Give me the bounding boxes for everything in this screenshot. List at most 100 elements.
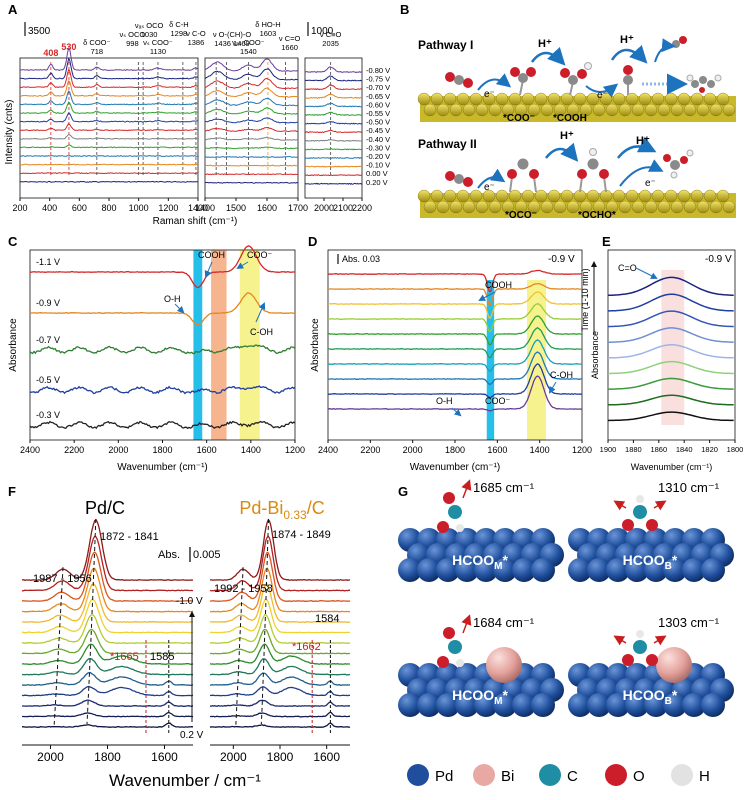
spectrum-line	[21, 518, 194, 581]
x-tick-label: 2000	[403, 445, 423, 455]
adsorbate-label-star: *	[502, 687, 508, 703]
x-axis-label: Raman shift (cm⁻¹)	[153, 216, 238, 227]
peak-range-label: 1987 - 1956	[33, 573, 92, 585]
pd-atom	[606, 693, 630, 717]
gold-atom	[501, 103, 515, 117]
gold-atom	[540, 200, 554, 214]
pd-atom	[436, 558, 460, 582]
peak-label: ν C=O	[279, 34, 301, 43]
gold-atom	[696, 200, 710, 214]
spectrum-line	[209, 699, 351, 708]
pd-atom	[625, 693, 649, 717]
x-tick-label: 1860	[650, 445, 667, 454]
spectrum-line	[21, 567, 194, 613]
proton-label: H⁺	[636, 135, 650, 147]
spectrum-line	[19, 155, 199, 157]
peak-value: 1386	[188, 38, 205, 47]
gold-atom	[488, 200, 502, 214]
chart-title-part: Pd-Bi	[239, 498, 283, 518]
pd-atom	[663, 558, 687, 582]
x-tick-label: 1600	[257, 203, 277, 213]
spectrum-line	[608, 327, 734, 343]
pd-atom	[531, 558, 555, 582]
product-molecule	[686, 74, 722, 93]
adsorbate-label-subscript: M	[494, 696, 502, 707]
spectrum-line	[204, 181, 299, 184]
gold-atom	[618, 200, 632, 214]
x-tick-label: 1200	[572, 445, 592, 455]
x-tick-label: 1400	[188, 203, 208, 213]
band-label: COO⁻	[247, 250, 273, 260]
spectrum-line	[209, 722, 351, 728]
potential-label: 0.20 V	[366, 178, 388, 187]
electron-label: e⁻	[484, 182, 495, 193]
spectrum-line	[19, 90, 199, 106]
panel-d: D 2400 2200 2000 1800 1600 1400 1200 Wavenumber…	[308, 234, 592, 473]
peak-range-label: 1992 - 1958	[214, 583, 273, 595]
spectrum-line	[304, 174, 363, 177]
peak-label: δ C-H	[169, 20, 189, 29]
panel-letter-e: E	[602, 234, 611, 249]
x-tick-label: 1820	[701, 445, 718, 454]
x-tick-label: 2000	[108, 445, 128, 455]
electron-label: e⁻	[645, 178, 656, 189]
gold-atom	[625, 92, 639, 106]
highlight-band	[486, 280, 495, 440]
plot-frame	[607, 249, 736, 441]
pd-atom	[512, 558, 536, 582]
peak-shift-line	[53, 567, 64, 725]
gold-atom	[683, 200, 697, 214]
gold-atom	[664, 189, 678, 203]
potential-label: -0.75 V	[366, 75, 390, 84]
potential-label: -0.40 V	[366, 135, 390, 144]
pathway-1-molecules: e⁻ H⁺ e⁻ H⁺ *COO⁻ *COOH	[445, 34, 722, 124]
c-atom	[448, 640, 462, 654]
gold-atom	[521, 189, 535, 203]
gold-atom	[443, 92, 457, 106]
spectrum-line	[19, 133, 199, 140]
co-adsorbate	[623, 65, 633, 95]
x-tick-label: 2000	[314, 203, 334, 213]
annotation-arrow	[451, 407, 462, 417]
spectrum-line	[327, 327, 583, 359]
vibration-arrow	[613, 635, 627, 646]
spectrum-line	[304, 156, 363, 159]
peak-label: *1662	[292, 641, 321, 653]
spectrum-line	[327, 315, 583, 346]
panel-f: F 2000 1800 1600 1872 - 1841 1987 - 1956 *166…	[8, 484, 351, 790]
peak-shift-line	[235, 567, 244, 725]
adsorbate-label-main: HCOO	[623, 687, 665, 703]
spectrum-line	[19, 57, 199, 80]
gold-atom	[586, 189, 600, 203]
bi-atom	[486, 647, 522, 683]
annotation-arrow	[548, 381, 557, 394]
gold-atom	[709, 103, 723, 117]
band-label: O-H	[164, 294, 181, 304]
gold-atom	[651, 189, 665, 203]
peak-label: δ COO⁻	[83, 38, 110, 47]
annotation-arrow	[478, 291, 496, 301]
spectrum-line	[20, 46, 199, 71]
peak-label: 530	[61, 42, 76, 52]
legend-label: C	[567, 768, 578, 785]
gold-atom	[417, 92, 431, 106]
gold-atom	[651, 92, 665, 106]
peak-label: δ HO-H	[255, 20, 280, 29]
gold-atom	[657, 200, 671, 214]
pd-atom	[568, 558, 592, 582]
gold-atom	[670, 103, 684, 117]
chart-title-subscript: 0.33	[283, 508, 307, 522]
gold-atom	[605, 200, 619, 214]
x-tick-label: 1600	[151, 750, 178, 764]
x-tick-label: 800	[101, 203, 116, 213]
atom-legend: Pd Bi C O H	[407, 764, 710, 786]
scale-bar-label: Abs. 0.03	[342, 254, 380, 264]
time-axis-label: Time (1-10 min)	[580, 268, 590, 331]
x-tick-label: 2000	[37, 750, 64, 764]
gold-atom	[527, 103, 541, 117]
band-label: C-OH	[250, 327, 273, 337]
gold-atom	[631, 103, 645, 117]
pathway-2-title: Pathway II	[418, 137, 477, 151]
legend-label: Pd	[435, 768, 453, 785]
